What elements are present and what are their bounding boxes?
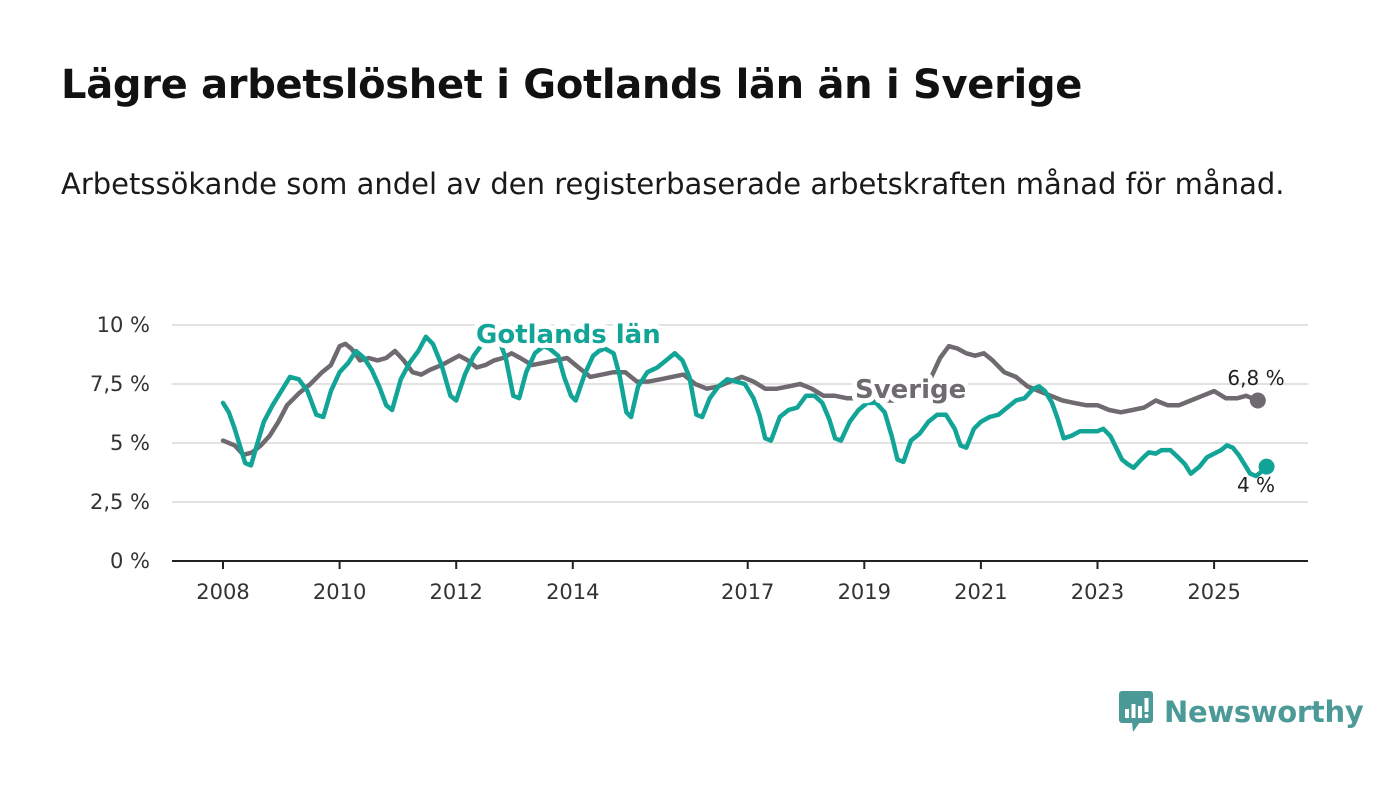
y-tick-label: 10 %	[97, 313, 150, 337]
x-tick-label: 2012	[429, 580, 482, 604]
y-tick-label: 5 %	[110, 431, 150, 455]
x-tick-label: 2008	[196, 580, 249, 604]
x-tick-label: 2023	[1071, 580, 1124, 604]
series-line-gotland	[220, 329, 1269, 479]
series-label-gotland: Gotlands län	[476, 320, 661, 350]
series-line-sverige	[220, 341, 1261, 458]
series-label-gotland-halo: Gotlands län	[476, 320, 661, 350]
series-label-sverige-halo: Sverige	[855, 375, 966, 405]
chart-title: Lägre arbetslöshet i Gotlands län än i S…	[61, 62, 1083, 108]
chart-subtitle: Arbetssökande som andel av den registerb…	[61, 167, 1285, 201]
y-tick-label: 0 %	[110, 549, 150, 573]
y-tick-label: 2,5 %	[90, 490, 150, 514]
end-label-gotland: 4 %	[1237, 473, 1275, 497]
x-tick-label: 2017	[721, 580, 774, 604]
x-tick-label: 2014	[546, 580, 599, 604]
end-point-sverige	[1249, 392, 1266, 409]
brand-name: Newsworthy	[1164, 695, 1364, 729]
end-point-gotland	[1258, 458, 1275, 475]
x-tick-label: 2010	[313, 580, 366, 604]
series-label-sverige: Sverige	[855, 375, 966, 405]
x-tick-label: 2019	[838, 580, 891, 604]
bar-chart-speech-bubble-icon	[1119, 691, 1153, 732]
x-tick-label: 2025	[1187, 580, 1240, 604]
newsworthy-logo: Newsworthy	[1118, 690, 1364, 734]
x-tick-label: 2021	[954, 580, 1007, 604]
y-tick-label: 7,5 %	[90, 372, 150, 396]
end-label-sverige: 6,8 %	[1227, 366, 1284, 390]
